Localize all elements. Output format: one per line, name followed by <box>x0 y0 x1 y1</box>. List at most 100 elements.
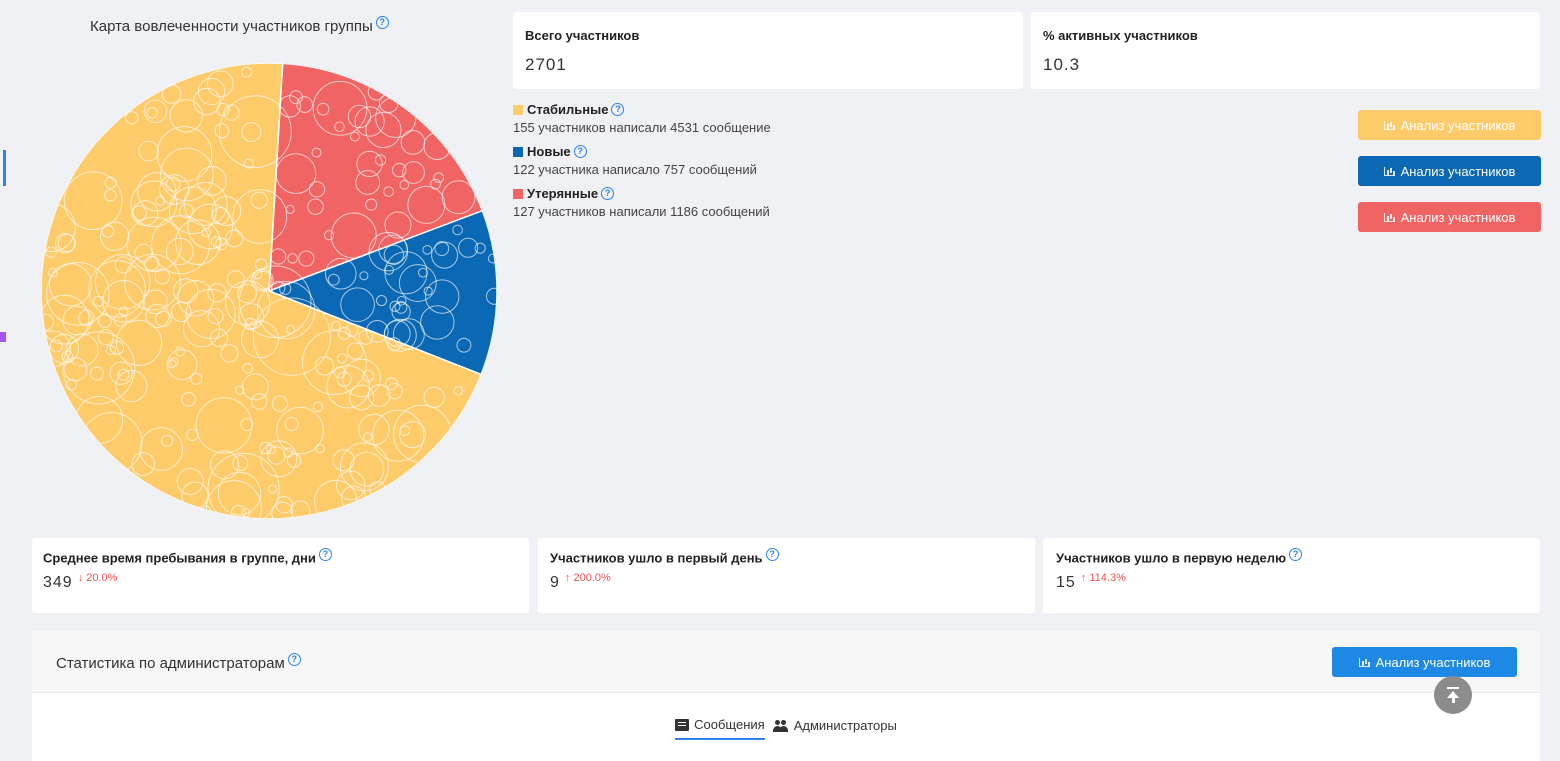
pie-texture-bubble <box>332 449 355 472</box>
pie-texture-bubble <box>345 323 359 337</box>
pie-texture-bubble <box>173 278 199 304</box>
pie-texture-bubble <box>156 126 213 182</box>
pie-texture-bubble <box>242 362 253 374</box>
pie-texture-bubble <box>349 131 360 142</box>
arrow-up-icon: ↑ <box>564 572 571 585</box>
edge-indicator <box>3 150 6 186</box>
pie-texture-bubble <box>326 365 370 409</box>
legend-stable-name: Стабильные <box>527 102 609 117</box>
pie-texture-bubble <box>109 361 133 385</box>
pie-texture-bubble <box>241 373 269 401</box>
pie-texture-bubble <box>383 186 394 197</box>
help-icon[interactable]: ? <box>375 16 389 29</box>
pie-texture-bubble <box>302 330 367 395</box>
pie-texture-bubble <box>389 300 401 312</box>
left-first-week-value: 15 <box>1056 574 1076 592</box>
analyze-new-label: Анализ участников <box>1400 163 1516 179</box>
analyze-lost-button[interactable]: Анализ участников <box>1358 202 1541 232</box>
pie-texture-bubble <box>349 451 385 487</box>
help-icon[interactable]: ? <box>611 103 625 116</box>
legend-lost-name: Утерянные <box>527 186 599 201</box>
pie-texture-bubble <box>400 130 426 155</box>
left-first-day-label: Участников ушло в первый день? <box>550 548 1023 565</box>
pie-texture-bubble <box>336 353 348 364</box>
pie-texture-bubble <box>220 344 239 363</box>
pie-texture-bubble <box>312 80 368 136</box>
scroll-to-top-button[interactable] <box>1434 676 1472 714</box>
pie-texture-bubble <box>78 309 95 327</box>
pie-texture-bubble <box>399 425 411 436</box>
analyze-admins-button[interactable]: Анализ участников <box>1332 647 1517 677</box>
tab-admins-label: Администраторы <box>793 718 897 733</box>
pie-texture-bubble <box>308 181 326 198</box>
pie-texture-bubble <box>325 257 357 290</box>
bar-chart-icon <box>1383 120 1395 130</box>
pie-texture-bubble <box>243 158 254 169</box>
pie-texture-bubble <box>431 241 459 269</box>
total-members-label: Всего участников <box>525 28 640 43</box>
pie-texture-bubble <box>238 265 312 339</box>
help-icon[interactable]: ? <box>765 548 779 561</box>
pie-texture-bubble <box>139 427 184 471</box>
pie-texture-bubble <box>117 368 130 381</box>
pie-texture-bubble <box>314 356 335 376</box>
pie-texture-bubble <box>337 327 351 340</box>
pie-texture-bubble <box>131 205 147 222</box>
pie-texture-bubble <box>407 185 446 224</box>
pie-texture-bubble <box>154 268 171 285</box>
pie-texture-bubble <box>186 428 199 442</box>
pie-texture-bubble <box>177 279 215 317</box>
pie-texture-bubble <box>97 313 112 328</box>
left-first-day-change-text: 200.0% <box>573 572 611 585</box>
help-icon[interactable]: ? <box>287 653 301 666</box>
help-icon[interactable]: ? <box>601 187 615 200</box>
pie-slice-Новые[interactable] <box>266 209 497 376</box>
analyze-stable-button[interactable]: Анализ участников <box>1358 110 1541 140</box>
pie-texture-bubble <box>279 282 292 295</box>
avg-stay-card: Среднее время пребывания в группе, дни? … <box>32 538 529 613</box>
pie-texture-bubble <box>452 224 463 236</box>
pie-texture-bubble <box>143 289 168 315</box>
pie-texture-bubble <box>453 386 464 396</box>
left-first-week-change: ↑ 114.3% <box>1081 572 1126 584</box>
pie-texture-bubble <box>143 99 168 124</box>
help-icon[interactable]: ? <box>573 145 587 158</box>
admin-stats-title-text: Статистика по администраторам <box>56 655 285 672</box>
pie-texture-bubble <box>138 140 160 162</box>
avg-stay-label: Среднее время пребывания в группе, дни? <box>43 548 518 565</box>
tab-messages[interactable]: Сообщения <box>675 717 765 740</box>
pie-texture-bubble <box>169 357 179 367</box>
pie-texture-bubble <box>241 122 262 143</box>
pie-texture-bubble <box>423 386 445 408</box>
pie-texture-bubble <box>365 198 378 211</box>
pie-texture-bubble <box>155 310 172 328</box>
left-first-day-label-text: Участников ушло в первый день <box>550 550 763 566</box>
pie-texture-bubble <box>398 264 437 302</box>
analyze-new-button[interactable]: Анализ участников <box>1358 156 1541 186</box>
pie-texture-bubble <box>174 219 221 266</box>
pie-texture-bubble <box>298 250 315 267</box>
left-first-day-value: 9 <box>550 574 560 592</box>
pie-texture-bubble <box>146 107 158 119</box>
pie-texture-bubble <box>402 161 425 184</box>
pie-texture-bubble <box>190 372 203 385</box>
pie-texture-bubble <box>430 178 441 190</box>
pie-texture-bubble <box>250 191 268 209</box>
help-icon[interactable]: ? <box>1289 548 1303 561</box>
pie-texture-bubble <box>206 70 234 98</box>
pie-texture-bubble <box>137 172 177 212</box>
pie-texture-bubble <box>424 279 460 314</box>
pie-texture-bubble <box>417 267 428 278</box>
tab-admins[interactable]: Администраторы <box>772 717 897 740</box>
pie-texture-bubble <box>244 317 257 331</box>
pie-texture-bubble <box>296 96 313 113</box>
pie-texture-bubble <box>182 310 221 348</box>
pie-texture-bubble <box>46 261 110 326</box>
pie-texture-bubble <box>441 180 476 215</box>
bar-chart-icon <box>1358 657 1370 667</box>
pie-texture-bubble <box>267 446 286 465</box>
pie-slice-Утерянные[interactable] <box>268 63 484 293</box>
help-icon[interactable]: ? <box>318 548 332 561</box>
pie-texture-bubble <box>183 181 228 226</box>
scroll-top-arrow <box>1447 691 1459 698</box>
